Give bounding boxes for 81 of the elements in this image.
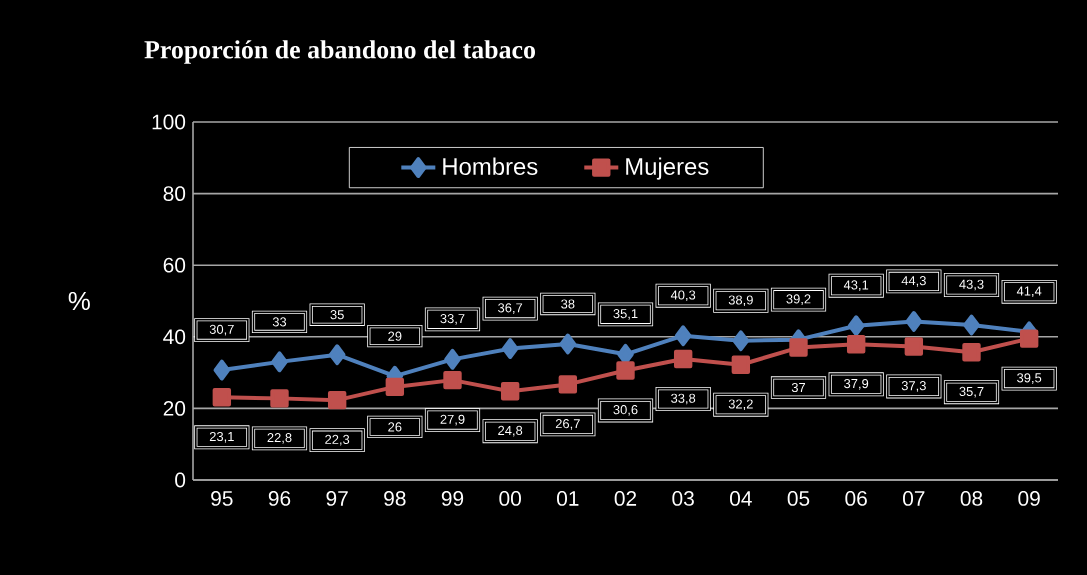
data-label: 41,4 — [1016, 286, 1042, 298]
point — [962, 342, 981, 362]
legend-label: Mujeres — [626, 157, 709, 180]
point — [385, 377, 405, 397]
x-tick-label: 04 — [730, 491, 752, 506]
y-axis-title: % — [68, 291, 90, 311]
data-label: 33,8 — [671, 393, 696, 405]
point — [673, 349, 693, 369]
point — [500, 382, 520, 401]
data-label: 22,8 — [267, 433, 292, 444]
x-tick-label: 97 — [326, 491, 348, 506]
point — [731, 355, 751, 374]
data-label: 39,5 — [1017, 373, 1042, 384]
point — [904, 337, 924, 356]
point — [674, 325, 692, 347]
point — [444, 348, 461, 370]
y-tick-label: 40 — [163, 329, 186, 345]
data-label: 26,7 — [555, 419, 580, 430]
data-label: 36,7 — [498, 303, 523, 314]
point — [846, 335, 866, 354]
y-tick-label: 60 — [163, 257, 186, 273]
point — [213, 359, 231, 381]
chart-title: Proporción de abandono del tabaco — [144, 40, 535, 64]
point — [559, 333, 577, 355]
point — [789, 338, 808, 357]
y-tick-label: 100 — [152, 114, 186, 130]
data-label: 30,6 — [613, 405, 638, 416]
point — [963, 314, 980, 336]
point — [501, 338, 519, 360]
data-label: 38 — [561, 299, 575, 309]
legend-label: Hombres — [443, 157, 538, 175]
point — [212, 388, 232, 407]
point — [905, 311, 923, 332]
data-label: 37,9 — [844, 378, 869, 390]
x-tick-label: 96 — [268, 491, 291, 506]
point — [558, 375, 578, 394]
data-label: 33,7 — [440, 314, 465, 325]
x-tick-label: 00 — [499, 491, 521, 506]
data-label: 43,3 — [959, 279, 984, 291]
y-tick-label: 80 — [163, 186, 186, 202]
x-tick-label: 08 — [960, 491, 983, 506]
x-tick-label: 99 — [441, 491, 464, 506]
point — [732, 330, 750, 352]
x-tick-label: 03 — [672, 491, 694, 506]
point — [1019, 329, 1039, 348]
x-tick-label: 09 — [1018, 491, 1040, 506]
data-label: 37 — [791, 382, 806, 393]
data-label: 35,7 — [959, 386, 984, 398]
data-label: 40,3 — [670, 290, 696, 302]
x-tick-label: 05 — [787, 491, 810, 506]
y-tick-label: 20 — [163, 401, 186, 416]
data-label: 38,9 — [728, 295, 753, 307]
point — [270, 389, 289, 408]
x-tick-label: 95 — [211, 491, 233, 506]
data-label: 24,8 — [498, 425, 523, 437]
data-label: 44,3 — [901, 276, 926, 287]
data-label: 23,1 — [209, 431, 234, 443]
x-tick-label: 07 — [903, 491, 925, 506]
data-label: 32,2 — [728, 399, 753, 411]
point — [271, 351, 288, 373]
data-label: 43,1 — [843, 280, 869, 292]
data-label: 39,2 — [786, 294, 811, 306]
x-tick-label: 02 — [614, 491, 637, 506]
point — [616, 361, 635, 380]
x-tick-label: 01 — [557, 491, 579, 506]
x-tick-label: 98 — [384, 491, 406, 506]
point — [443, 370, 462, 390]
data-label: 26 — [388, 422, 402, 432]
data-label: 33 — [272, 317, 287, 327]
data-label: 35 — [330, 310, 344, 320]
data-label: 22,3 — [325, 434, 350, 446]
data-label: 35,1 — [613, 309, 638, 320]
data-label: 29 — [388, 331, 402, 341]
point — [847, 315, 865, 337]
data-label: 30,7 — [209, 324, 234, 336]
y-tick-label: 0 — [175, 472, 186, 488]
data-label: 27,9 — [440, 414, 465, 426]
point — [327, 390, 347, 410]
point — [328, 344, 346, 366]
x-tick-label: 06 — [845, 491, 867, 506]
data-label: 37,3 — [901, 381, 926, 392]
